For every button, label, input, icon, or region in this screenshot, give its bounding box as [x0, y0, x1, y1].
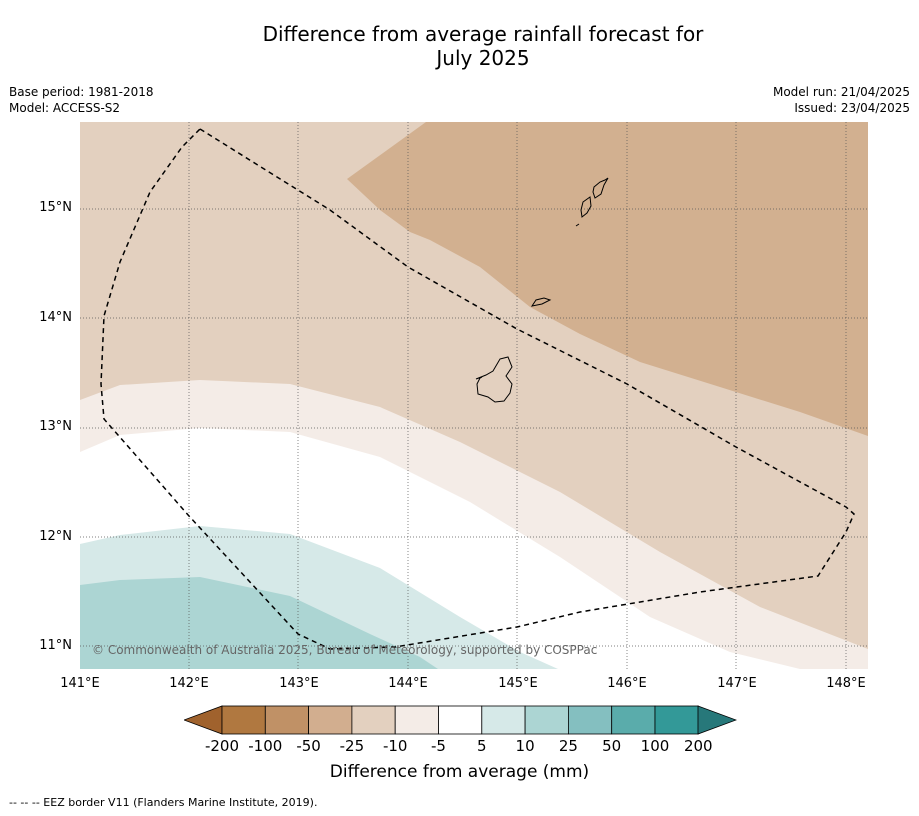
lon-label-142: 142°E: [169, 676, 209, 691]
zone-10-to-25: [80, 577, 438, 669]
island-guam: [475, 356, 513, 403]
colorbar-tick-label: -10: [382, 737, 408, 755]
model-name: Model: ACCESS-S2: [9, 101, 121, 115]
colorbar-tick-label: -50: [296, 737, 321, 755]
lat-label-15: 15°N: [39, 200, 72, 215]
lon-label-147: 147°E: [717, 676, 757, 691]
issued-date: Issued: 23/04/2025: [794, 101, 910, 115]
colorbar-tick-label: -200: [204, 737, 240, 755]
eez-footnote: -- -- -- EEZ border V11 (Flanders Marine…: [9, 796, 318, 809]
map-title: Difference from average rainfall forecas…: [0, 22, 919, 70]
lon-label-146: 146°E: [607, 676, 647, 691]
colorbar-tick-label: 50: [602, 737, 622, 755]
lon-label-141: 141°E: [60, 676, 100, 691]
meta-left: Base period: 1981-2018 Model: ACCESS-S2: [9, 84, 154, 116]
colorbar-tick-label: 100: [640, 737, 670, 755]
colorbar-tick-label: 200: [683, 737, 713, 755]
colorbar-tick-label: 5: [477, 737, 487, 755]
graticule: [80, 122, 868, 669]
eez-border: [100, 128, 855, 650]
island-tinian: [580, 196, 592, 218]
colorbar-tick-label: 10: [515, 737, 535, 755]
title-line-2: July 2025: [436, 46, 530, 70]
islands: [475, 177, 609, 403]
colorbar-tick-label: 25: [558, 737, 578, 755]
lat-label-11: 11°N: [39, 638, 72, 653]
island-saipan: [592, 177, 609, 199]
colorbar-tick-label: -25: [339, 737, 365, 755]
colorbar-cell: [567, 705, 613, 735]
colorbar-max-arrow: [697, 705, 737, 735]
base-period: Base period: 1981-2018: [9, 85, 154, 99]
map-svg: [80, 122, 868, 669]
colorbar-cell: [524, 705, 569, 735]
colorbar: [184, 705, 737, 735]
colorbar-cell: [221, 705, 266, 735]
meta-right: Model run: 21/04/2025 Issued: 23/04/2025: [773, 84, 910, 116]
map-panel: © Commonwealth of Australia 2025, Bureau…: [80, 122, 868, 669]
model-run: Model run: 21/04/2025: [772, 85, 910, 99]
colorbar-cell: [351, 705, 396, 735]
lon-label-144: 144°E: [388, 676, 428, 691]
colorbar-cell: [394, 705, 439, 735]
colorbar-title: Difference from average (mm): [329, 762, 590, 782]
colorbar-tick-label: -5: [431, 737, 446, 755]
colorbar-tick-label: -100: [248, 737, 283, 755]
colorbar-cell: [438, 705, 483, 735]
lon-label-145: 145°E: [498, 676, 538, 691]
copyright-notice: © Commonwealth of Australia 2025, Bureau…: [92, 643, 598, 657]
colorbar-min-arrow: [184, 705, 223, 735]
title-line-1: Difference from average rainfall forecas…: [262, 22, 704, 46]
colorbar-cell: [611, 705, 656, 735]
colorbar-cell: [481, 705, 526, 735]
colorbar-cell: [308, 705, 353, 735]
lat-label-12: 12°N: [39, 529, 72, 544]
lat-label-14: 14°N: [39, 310, 72, 325]
lon-label-143: 143°E: [279, 676, 319, 691]
lon-label-148: 148°E: [826, 676, 866, 691]
colorbar-cell: [264, 705, 310, 735]
zone-minus-25-to-50: [347, 122, 868, 436]
island-rota: [530, 297, 552, 307]
colorbar-cell: [654, 705, 699, 735]
lat-label-13: 13°N: [39, 419, 72, 434]
island-aguijan: [575, 223, 580, 227]
